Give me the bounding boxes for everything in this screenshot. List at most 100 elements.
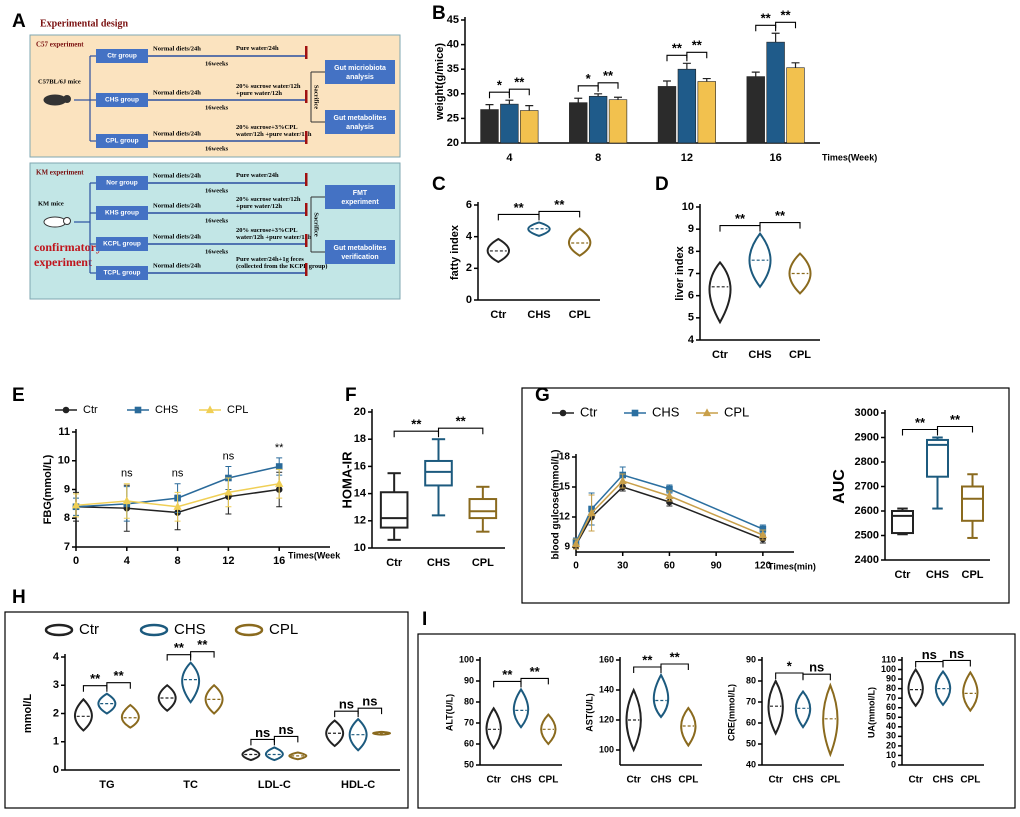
y-tick-label: 100: [459, 654, 474, 664]
note-line: confirmatory: [34, 240, 102, 254]
significance-label: **: [514, 200, 525, 215]
panel-frame: [4, 611, 409, 809]
significance-bracket: [666, 54, 688, 62]
y-tick-label: 6: [466, 199, 472, 211]
significance-label: **: [530, 664, 541, 679]
significance-label: **: [411, 417, 422, 432]
x-tick-label: Ctr: [626, 775, 641, 786]
y-tick-label: 7: [688, 267, 694, 279]
x-tick-label: 30: [617, 561, 629, 572]
panel-letter: H: [12, 587, 26, 608]
significance-bracket: [577, 85, 599, 92]
legend-label: CHS: [155, 404, 178, 416]
violin: [73, 697, 93, 732]
error-bar: [505, 99, 514, 105]
outcome-line: Gut metabolites: [334, 245, 387, 252]
error-bar: [702, 77, 711, 82]
y-tick-label: 50: [464, 759, 474, 769]
sacrifice-mark: [305, 234, 308, 247]
y-tick-label: 0: [53, 764, 59, 776]
bar: [697, 81, 716, 144]
mouse-icon: [43, 94, 67, 106]
y-tick-label: 100: [881, 664, 896, 674]
significance-bracket: [106, 682, 131, 689]
significance-label: ns: [339, 697, 354, 712]
water-line: 20% sucrose water/12h: [236, 83, 301, 90]
water: 20% sucrose water/12h +pure water/12h: [236, 83, 301, 97]
significance-label: **: [781, 8, 792, 23]
bar: [500, 103, 519, 144]
y-tick-label: 9: [564, 542, 570, 553]
y-tick-label: 2500: [855, 529, 879, 541]
x-tick-label: CPL: [472, 557, 494, 569]
significance-label: **: [692, 38, 703, 53]
mouse-head: [63, 95, 71, 103]
y-tick-label: 40: [886, 721, 896, 731]
x-tick-label: CHS: [510, 775, 531, 786]
legend-marker: [139, 623, 169, 637]
legend-label: Ctr: [580, 404, 598, 419]
x-tick-label: 4: [124, 555, 131, 567]
point: [665, 491, 674, 500]
y-tick-label: 4: [53, 651, 60, 663]
y-tick-label: 2400: [855, 554, 879, 566]
significance-label: **: [761, 11, 772, 26]
annotation: ns: [223, 450, 235, 462]
significance-label: ns: [809, 660, 824, 675]
y-tick-label: 12: [559, 512, 571, 523]
violin: [708, 260, 732, 325]
y-tick-label: 70: [886, 693, 896, 703]
y-tick-label: 120: [599, 714, 614, 724]
duration: 16weeks: [205, 187, 229, 194]
diet: Normal diets/24h: [153, 202, 201, 209]
significance-label: ns: [255, 725, 270, 740]
significance-bracket: [520, 677, 549, 685]
water: 20% sucrose+3%CPL water/12h +pure water/1…: [236, 124, 312, 138]
y-tick-label: 8: [688, 245, 694, 257]
point: [71, 500, 81, 509]
duration: 16weeks: [205, 217, 229, 224]
significance-bracket: [660, 663, 689, 670]
legend-marker: [205, 405, 215, 414]
x-tick-label: Ctr: [895, 569, 912, 581]
water-line: water/12h +pure water/12h: [236, 131, 312, 138]
diet: Normal diets/24h: [153, 233, 201, 240]
y-axis-label: AUC: [831, 469, 848, 504]
x-tick-label: 120: [755, 561, 772, 572]
x-tick-label: CPL: [569, 309, 591, 321]
y-tick-label: 70: [746, 696, 756, 706]
bar: [677, 68, 697, 144]
water: Pure water/24h: [236, 45, 279, 52]
y-tick-label: 2: [53, 707, 59, 719]
violin: [264, 746, 284, 762]
y-tick-label: 110: [881, 654, 896, 664]
significance-bracket: [936, 425, 974, 433]
water-line: Pure water/24h+1g feces: [236, 256, 304, 263]
y-tick-label: 60: [886, 702, 896, 712]
x-tick-label: Ctr: [490, 309, 507, 321]
significance-label: ns: [922, 647, 937, 662]
significance-bracket: [775, 21, 797, 29]
y-tick-label: 5: [688, 312, 694, 324]
significance-bracket: [775, 672, 804, 679]
group-name: CPL group: [105, 138, 138, 145]
y-tick-label: 20: [354, 406, 366, 418]
significance-bracket: [493, 680, 522, 688]
significance-label: **: [735, 211, 746, 226]
legend-label: CPL: [724, 404, 749, 419]
significance-label: **: [514, 75, 525, 90]
x-tick-label: Ctr: [768, 775, 783, 786]
y-tick-label: 100: [599, 744, 614, 754]
panel-letter: C: [432, 174, 446, 195]
x-axis-label: Times(Week: [288, 550, 341, 560]
annotation: ns: [121, 468, 133, 480]
outcome: FMT experiment: [341, 190, 379, 206]
significance-bracket: [250, 738, 275, 746]
diet: Normal diets/24h: [153, 45, 201, 52]
significance-label: *: [787, 658, 793, 673]
x-tick-label: CPL: [820, 775, 840, 786]
mouse-head: [63, 217, 71, 225]
violin: [486, 237, 511, 264]
y-tick-label: 0: [466, 294, 472, 306]
significance-label: **: [174, 640, 185, 655]
